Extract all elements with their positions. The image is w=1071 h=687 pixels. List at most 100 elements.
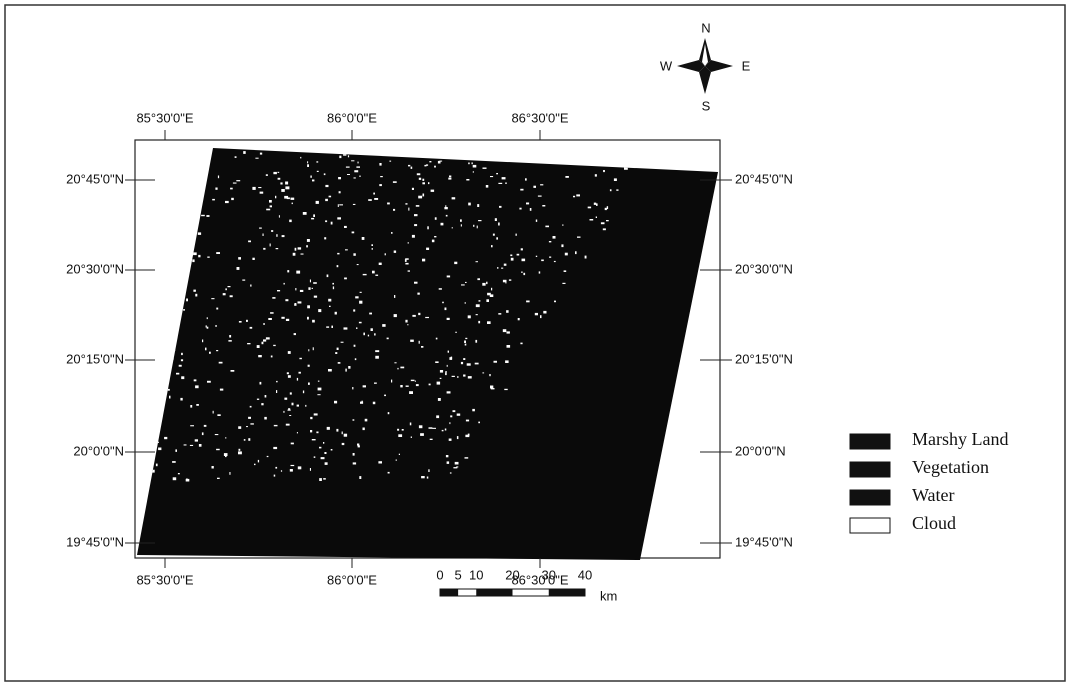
speckle <box>447 350 449 353</box>
speckle <box>435 361 439 363</box>
speckle <box>460 219 462 222</box>
speckle <box>577 236 581 238</box>
speckle <box>418 312 421 316</box>
speckle <box>362 385 366 388</box>
speckle <box>414 380 416 382</box>
speckle <box>243 439 246 441</box>
speckle <box>446 317 450 320</box>
speckle <box>300 253 304 255</box>
speckle <box>450 356 453 360</box>
legend: Marshy Land Vegetation Water Cloud <box>849 429 1008 534</box>
speckle <box>256 345 260 348</box>
speckle <box>496 237 498 240</box>
speckle <box>464 457 469 459</box>
speckle <box>332 286 335 290</box>
speckle <box>263 339 267 342</box>
speckle <box>351 231 355 234</box>
speckle <box>256 398 260 400</box>
speckle <box>468 162 470 165</box>
speckle <box>325 184 329 188</box>
speckle <box>214 434 219 436</box>
lat-label-right: 20°15'0"N <box>735 351 793 366</box>
speckle <box>285 318 290 321</box>
speckle <box>400 385 403 388</box>
speckle <box>193 252 197 256</box>
speckle <box>408 164 411 167</box>
speckle <box>155 463 158 467</box>
speckle <box>492 233 495 236</box>
speckle <box>266 455 269 458</box>
speckle <box>338 191 341 194</box>
speckle <box>405 203 408 205</box>
speckle-layer <box>140 150 631 482</box>
speckle <box>448 177 452 180</box>
speckle <box>273 171 277 175</box>
speckle <box>249 405 252 408</box>
speckle <box>234 156 237 158</box>
speckle <box>323 478 326 480</box>
speckle <box>316 431 319 434</box>
speckle <box>310 416 313 420</box>
speckle <box>468 202 471 206</box>
lat-label-left: 20°30'0"N <box>66 261 124 276</box>
speckle <box>466 179 470 181</box>
speckle <box>445 371 447 373</box>
speckle <box>602 228 606 231</box>
speckle <box>548 241 552 243</box>
speckle <box>289 219 292 223</box>
speckle <box>418 177 422 180</box>
speckle <box>232 182 237 184</box>
speckle <box>310 175 312 178</box>
speckle <box>215 325 217 327</box>
speckle <box>467 376 472 379</box>
speckle <box>228 340 232 342</box>
speckle <box>291 202 293 205</box>
speckle <box>379 184 382 187</box>
speckle <box>285 181 289 185</box>
speckle <box>358 321 362 324</box>
speckle <box>397 367 399 370</box>
speckle <box>496 173 498 175</box>
speckle <box>490 176 494 178</box>
speckle <box>205 347 207 351</box>
speckle <box>541 259 544 262</box>
speckle <box>438 288 442 290</box>
speckle <box>307 316 309 320</box>
speckle <box>437 160 441 164</box>
speckle <box>183 444 187 446</box>
speckle <box>373 192 375 195</box>
speckle <box>387 412 390 415</box>
scale-label: 0 <box>436 567 443 582</box>
speckle <box>287 409 291 411</box>
speckle <box>375 350 380 353</box>
speckle <box>405 258 409 260</box>
speckle <box>285 423 290 426</box>
speckle <box>562 224 564 226</box>
speckle <box>257 459 260 463</box>
speckle <box>312 347 314 351</box>
speckle <box>427 226 429 230</box>
speckle <box>290 197 295 200</box>
speckle <box>422 178 425 181</box>
speckle <box>307 364 310 367</box>
lat-label-left: 20°0'0"N <box>73 443 124 458</box>
speckle <box>502 329 507 333</box>
speckle <box>212 198 215 201</box>
speckle <box>378 461 382 464</box>
speckle <box>473 224 475 227</box>
speckle <box>261 341 264 345</box>
speckle <box>238 257 241 260</box>
speckle <box>313 295 318 298</box>
speckle <box>275 195 277 199</box>
speckle <box>460 361 464 365</box>
speckle <box>313 413 318 416</box>
speckle <box>430 189 435 192</box>
speckle <box>486 281 488 285</box>
speckle <box>441 429 444 432</box>
speckle <box>497 267 499 269</box>
speckle <box>456 413 461 416</box>
speckle <box>486 299 489 302</box>
speckle <box>391 232 393 234</box>
speckle <box>535 219 538 222</box>
speckle <box>418 340 420 344</box>
